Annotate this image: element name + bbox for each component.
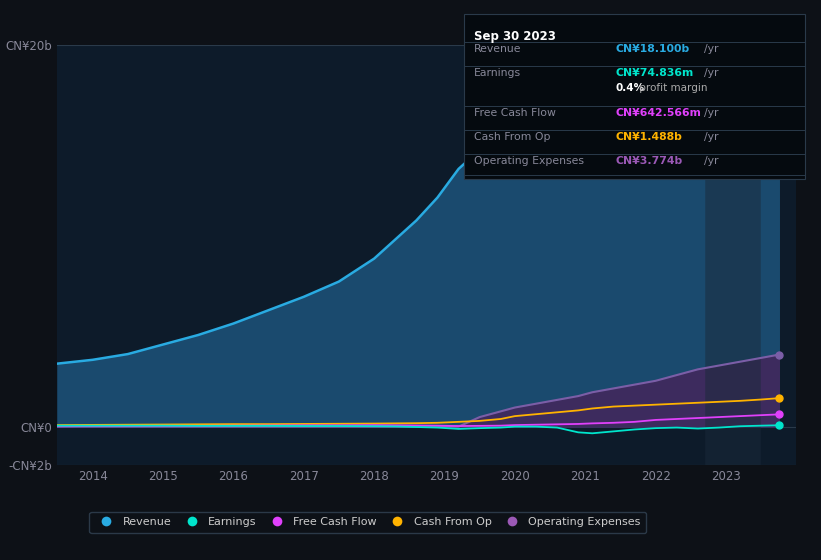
Text: Earnings: Earnings (474, 68, 521, 78)
Text: /yr: /yr (704, 156, 719, 166)
Text: /yr: /yr (704, 132, 719, 142)
Text: CN¥642.566m: CN¥642.566m (616, 108, 702, 118)
Legend: Revenue, Earnings, Free Cash Flow, Cash From Op, Operating Expenses: Revenue, Earnings, Free Cash Flow, Cash … (89, 512, 646, 533)
Text: 0.4%: 0.4% (616, 83, 644, 93)
Text: Sep 30 2023: Sep 30 2023 (474, 30, 556, 43)
Text: /yr: /yr (704, 44, 719, 54)
Text: /yr: /yr (704, 68, 719, 78)
Text: /yr: /yr (704, 108, 719, 118)
Text: Operating Expenses: Operating Expenses (474, 156, 584, 166)
Text: profit margin: profit margin (636, 83, 708, 93)
Text: Cash From Op: Cash From Op (474, 132, 550, 142)
Text: Revenue: Revenue (474, 44, 521, 54)
Text: CN¥3.774b: CN¥3.774b (616, 156, 683, 166)
Text: CN¥1.488b: CN¥1.488b (616, 132, 682, 142)
Text: CN¥18.100b: CN¥18.100b (616, 44, 690, 54)
Text: CN¥74.836m: CN¥74.836m (616, 68, 694, 78)
Text: Free Cash Flow: Free Cash Flow (474, 108, 556, 118)
